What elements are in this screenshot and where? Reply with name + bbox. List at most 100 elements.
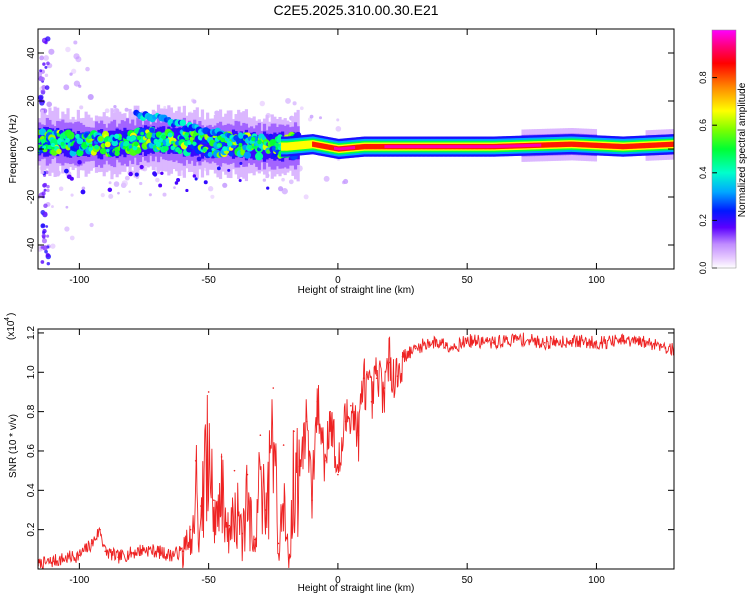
heat-speckle	[44, 85, 50, 90]
heat-speckle	[46, 234, 50, 238]
ridge-cell	[614, 143, 617, 149]
ridge-cell	[661, 142, 663, 148]
ridge-cell	[297, 141, 300, 150]
ridge-cell	[613, 143, 615, 149]
ridge-cell	[467, 145, 469, 149]
ridge-cell	[557, 141, 560, 148]
heat-spot	[250, 136, 256, 142]
snr-data-point	[52, 560, 55, 562]
ridge-cell	[533, 143, 535, 147]
heat-speckle	[128, 190, 131, 193]
ridge-cell	[443, 145, 446, 149]
heat-speckle	[73, 40, 78, 45]
heat-speckle	[281, 177, 285, 182]
heat-speckle	[292, 101, 297, 106]
heat-speckle	[43, 211, 48, 216]
snr-multiplier-exp: 4	[4, 317, 11, 321]
ridge-cell	[427, 145, 429, 149]
heat-speckle	[85, 66, 90, 72]
ridge-cell	[393, 145, 396, 149]
heat-spot	[65, 138, 70, 143]
ridge-cell	[308, 140, 310, 149]
colorbar-ticks: 0.0 0.2 0.4 0.6 0.8	[698, 29, 737, 275]
heat-blob	[207, 151, 213, 157]
heat-dot	[238, 178, 242, 183]
snr-data-point	[282, 444, 285, 446]
ridge-cell	[504, 144, 507, 148]
heat-speckle	[78, 84, 82, 88]
ridge-cell	[560, 141, 562, 148]
ridge-cell	[449, 145, 451, 149]
ridge-cell	[578, 141, 581, 148]
y-tick-label: 0.2	[26, 522, 37, 536]
snr-data-point	[228, 524, 231, 527]
ridge-cell	[623, 143, 626, 150]
heat-dot	[227, 168, 231, 172]
ridge-cell	[434, 145, 437, 149]
ridge-cell	[672, 141, 674, 147]
ridge-cell	[627, 143, 630, 149]
y-tick-label: 1.0	[26, 365, 37, 379]
colorbar-tick-label: 0.0	[698, 262, 708, 275]
ridge-cell	[283, 142, 286, 151]
snr-data-point	[621, 340, 624, 342]
heat-dot	[196, 156, 202, 162]
heat-dot	[153, 172, 158, 177]
y-tick-label: -20	[26, 189, 37, 204]
snr-data-point	[388, 361, 391, 364]
heat-dot	[266, 186, 270, 190]
heat-speckle	[89, 222, 94, 228]
ridge-cell	[621, 143, 623, 150]
heat-blob	[163, 145, 169, 152]
heat-speckle	[69, 235, 75, 241]
ridge-cell	[415, 145, 418, 149]
ridge-cell	[445, 145, 447, 149]
ridge-cell	[334, 146, 336, 150]
figure-title: C2E5.2025.310.00.30.E21	[273, 2, 438, 18]
heat-spot	[88, 143, 93, 148]
snr-line-layer	[38, 332, 674, 569]
ridge-cell	[336, 147, 339, 151]
ridge-cell	[571, 141, 574, 147]
ridge-cell	[568, 141, 570, 147]
ridge-cell	[622, 143, 624, 150]
heat-dot	[216, 166, 221, 171]
ridge-cell	[411, 145, 414, 149]
ridge-cell	[476, 145, 478, 149]
x-tick-label: 50	[462, 575, 474, 586]
ridge-cell	[636, 143, 639, 149]
heat-spot	[122, 145, 126, 150]
ridge-cell	[362, 144, 365, 150]
ridge-cell	[328, 144, 331, 150]
ridge-cell	[597, 142, 600, 149]
heat-dot	[158, 183, 163, 188]
ridge-cell	[407, 145, 410, 149]
heat-speckle	[341, 180, 346, 185]
heat-spot	[187, 141, 192, 146]
ridge-cell	[340, 147, 343, 151]
snr-plot-area	[38, 329, 674, 569]
ridge-cell	[296, 141, 299, 150]
snr-data-point	[401, 355, 404, 358]
snr-data-point	[518, 338, 520, 340]
heat-spot	[276, 137, 282, 143]
ridge-cell	[502, 144, 504, 148]
ridge-cell	[565, 141, 568, 147]
heat-dot	[64, 168, 69, 174]
ridge-cell	[671, 141, 674, 147]
snr-ylabel: SNR (10 * v/v)	[8, 414, 19, 478]
ridge-cell	[450, 145, 453, 149]
heat-dot	[194, 177, 198, 181]
heat-speckle	[113, 104, 117, 109]
heat-speckle	[121, 180, 128, 187]
ridge-cell	[546, 142, 548, 148]
snr-axes: -100 -50 0 50 100 0.2 0.4 0.6 0.8 1.0 1.2	[26, 326, 674, 586]
ridge-cell	[650, 142, 653, 148]
ridge-cell	[371, 143, 374, 150]
colorbar-gradient	[712, 30, 736, 268]
ridge-cell	[655, 142, 658, 148]
heat-speckle	[42, 230, 46, 235]
ridge-cell	[442, 145, 445, 149]
heat-dot	[203, 180, 208, 185]
ridge-cell	[356, 144, 358, 150]
